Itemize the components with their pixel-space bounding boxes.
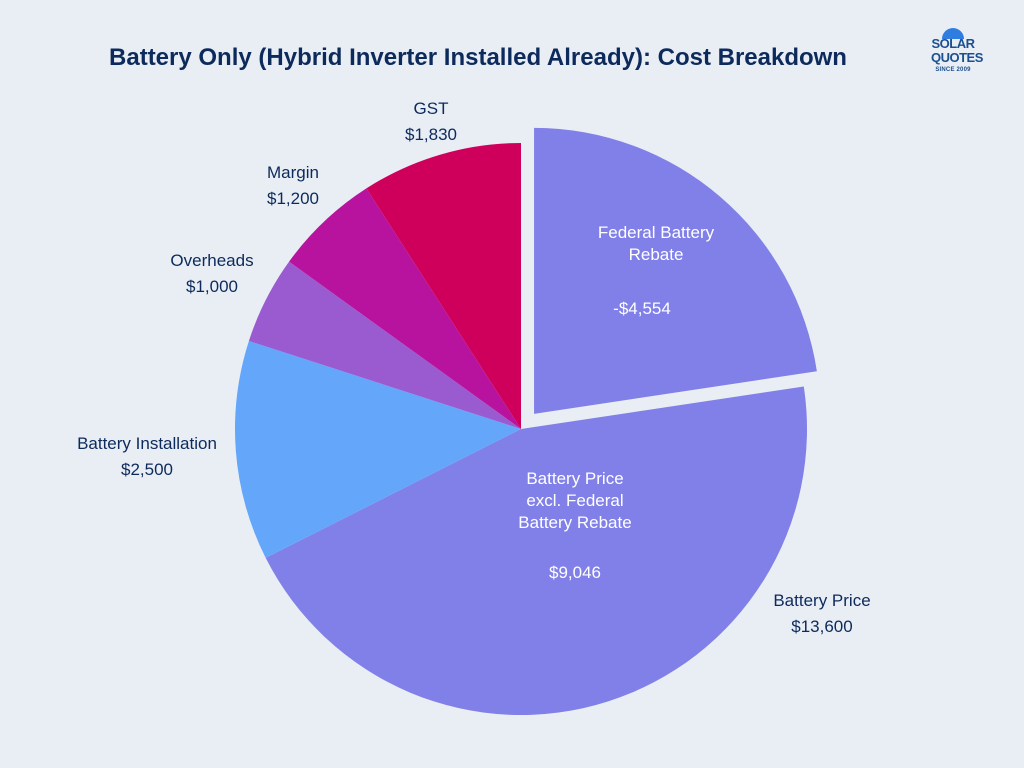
label-overheads-value: $1,000	[185, 277, 238, 296]
inner-label-rebate: Federal Battery Rebate -$4,554	[598, 222, 714, 320]
label-overheads: Overheads $1,000	[170, 248, 253, 300]
inner-rebate-line-1: Federal Battery	[597, 223, 715, 242]
label-battery-price-value: $13,600	[791, 617, 853, 636]
label-margin: Margin $1,200	[267, 160, 319, 212]
chart-title: Battery Only (Hybrid Inverter Installed …	[109, 44, 847, 71]
solarquotes-logo: SOLAR QUOTES SINCE 2009	[931, 28, 983, 88]
label-gst-name: GST	[413, 99, 449, 118]
inner-excl-line-3: Battery Rebate	[518, 513, 632, 532]
label-battery-price-name: Battery Price	[773, 591, 871, 610]
pie-slice-federal-battery-rebate	[534, 127, 817, 414]
label-overheads-name: Overheads	[170, 251, 254, 270]
inner-excl-line-1: Battery Price	[526, 469, 624, 488]
inner-rebate-line-2: Rebate	[628, 245, 684, 264]
logo-text-since: SINCE 2009	[935, 67, 971, 73]
label-installation-name: Battery Installation	[77, 434, 217, 453]
label-margin-value: $1,200	[267, 189, 319, 208]
inner-excl-line-2: excl. Federal	[526, 491, 624, 510]
label-installation-value: $2,500	[120, 460, 173, 479]
pie-slice-battery-installation	[235, 340, 521, 558]
inner-rebate-value: -$4,554	[613, 299, 671, 318]
sun-icon	[942, 28, 964, 39]
logo-text-quotes: QUOTES	[931, 50, 983, 65]
logo-text-solar: SOLAR	[931, 36, 976, 51]
label-gst-value: $1,830	[405, 125, 457, 144]
pie-slice-margin	[289, 188, 521, 429]
pie-slice-battery-price-excl-federal-battery-rebate	[265, 386, 807, 715]
inner-excl-value: $9,046	[549, 563, 601, 582]
label-gst: GST $1,830	[405, 96, 457, 148]
pie-slice-overheads	[248, 261, 522, 429]
inner-label-excl: Battery Price excl. Federal Battery Reba…	[518, 468, 631, 584]
label-margin-name: Margin	[267, 163, 319, 182]
label-battery-price: Battery Price $13,600	[773, 588, 870, 640]
label-battery-installation: Battery Installation $2,500	[77, 431, 217, 483]
pie-slice-gst	[366, 143, 521, 429]
